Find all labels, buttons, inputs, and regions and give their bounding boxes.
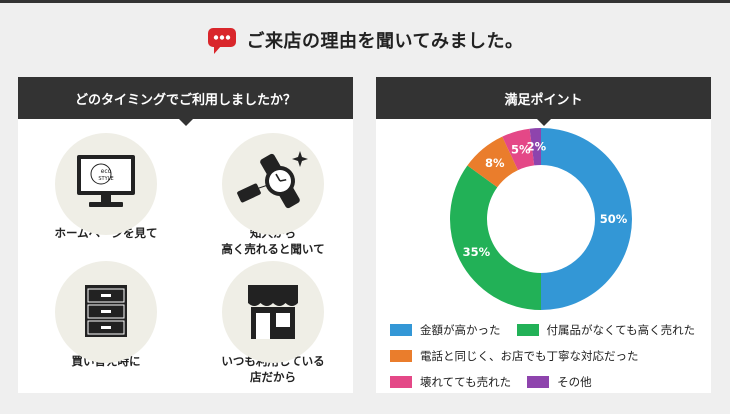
reason-label-line: 店だから (250, 370, 296, 384)
logo-text-top: eco (101, 168, 112, 175)
legend-item: 壊れてても売れた (390, 374, 511, 390)
legend-label: 金額が高かった (420, 323, 501, 337)
donut-slice (467, 136, 519, 188)
legend-swatch (516, 324, 539, 336)
donut-value-label: 8% (485, 156, 505, 170)
logo-text-bottom: STYLE (98, 176, 113, 182)
reason-word-of-mouth: 知人から 高く売れると聞いて (193, 133, 353, 257)
legend-swatch (390, 350, 412, 362)
legend-label: 電話と同じく、お店でも丁寧な対応だった (420, 349, 639, 363)
donut-value-label: 2% (527, 140, 547, 154)
donut-value-label: 50% (600, 212, 628, 226)
watch-icon (222, 133, 324, 235)
timing-panel-title: どのタイミングでご利用しましたか？ (18, 77, 353, 126)
legend-item: 付属品がなくても高く売れた (516, 322, 696, 338)
satisfaction-panel-title: 満足ポイント (376, 77, 711, 126)
donut-slice (502, 128, 535, 171)
page-title: ご来店の理由を聞いてみました。 (246, 31, 524, 52)
store-icon (222, 261, 324, 363)
legend-item: 金額が高かった (390, 322, 501, 338)
reason-label-line: 高く売れると聞いて (221, 242, 325, 256)
legend-swatch (390, 324, 412, 336)
legend-item: その他 (527, 374, 592, 390)
page-heading: ご来店の理由を聞いてみました。 (0, 22, 730, 58)
satisfaction-panel: 満足ポイント 50% 35% 8% 5% 2% 金額が高かった 付属品がなくても高く売れ… (376, 77, 711, 393)
timing-panel: どのタイミングでご利用しましたか？ eco STYLE ホームページを見て (18, 77, 353, 393)
drawer-chest-icon (55, 261, 157, 363)
legend-label: 付属品がなくても高く売れた (546, 323, 696, 337)
satisfaction-donut-chart: 50% 35% 8% 5%2% (450, 128, 632, 310)
donut-slice (529, 128, 541, 166)
legend-label: その他 (557, 375, 592, 389)
reason-replacement: 買い替え時に (26, 261, 186, 369)
legend-item: 電話と同じく、お店でも丁寧な対応だった (390, 348, 639, 364)
legend-swatch (527, 376, 550, 388)
donut-slice (541, 128, 632, 310)
speech-bubble-icon (207, 25, 237, 55)
legend-label: 壊れてても売れた (420, 375, 512, 389)
reason-homepage: eco STYLE ホームページを見て (26, 133, 186, 241)
reason-regular-store: いつも利用している 店だから (193, 261, 353, 385)
legend-swatch (390, 376, 412, 388)
donut-slice (450, 165, 541, 310)
donut-value-label: 35% (463, 245, 491, 259)
donut-value-label: 5% (511, 142, 531, 156)
monitor-icon: eco STYLE (55, 133, 157, 235)
chart-legend: 金額が高かった 付属品がなくても高く売れた 電話と同じく、お店でも丁寧な対応だっ… (390, 317, 710, 395)
top-border (0, 0, 730, 3)
